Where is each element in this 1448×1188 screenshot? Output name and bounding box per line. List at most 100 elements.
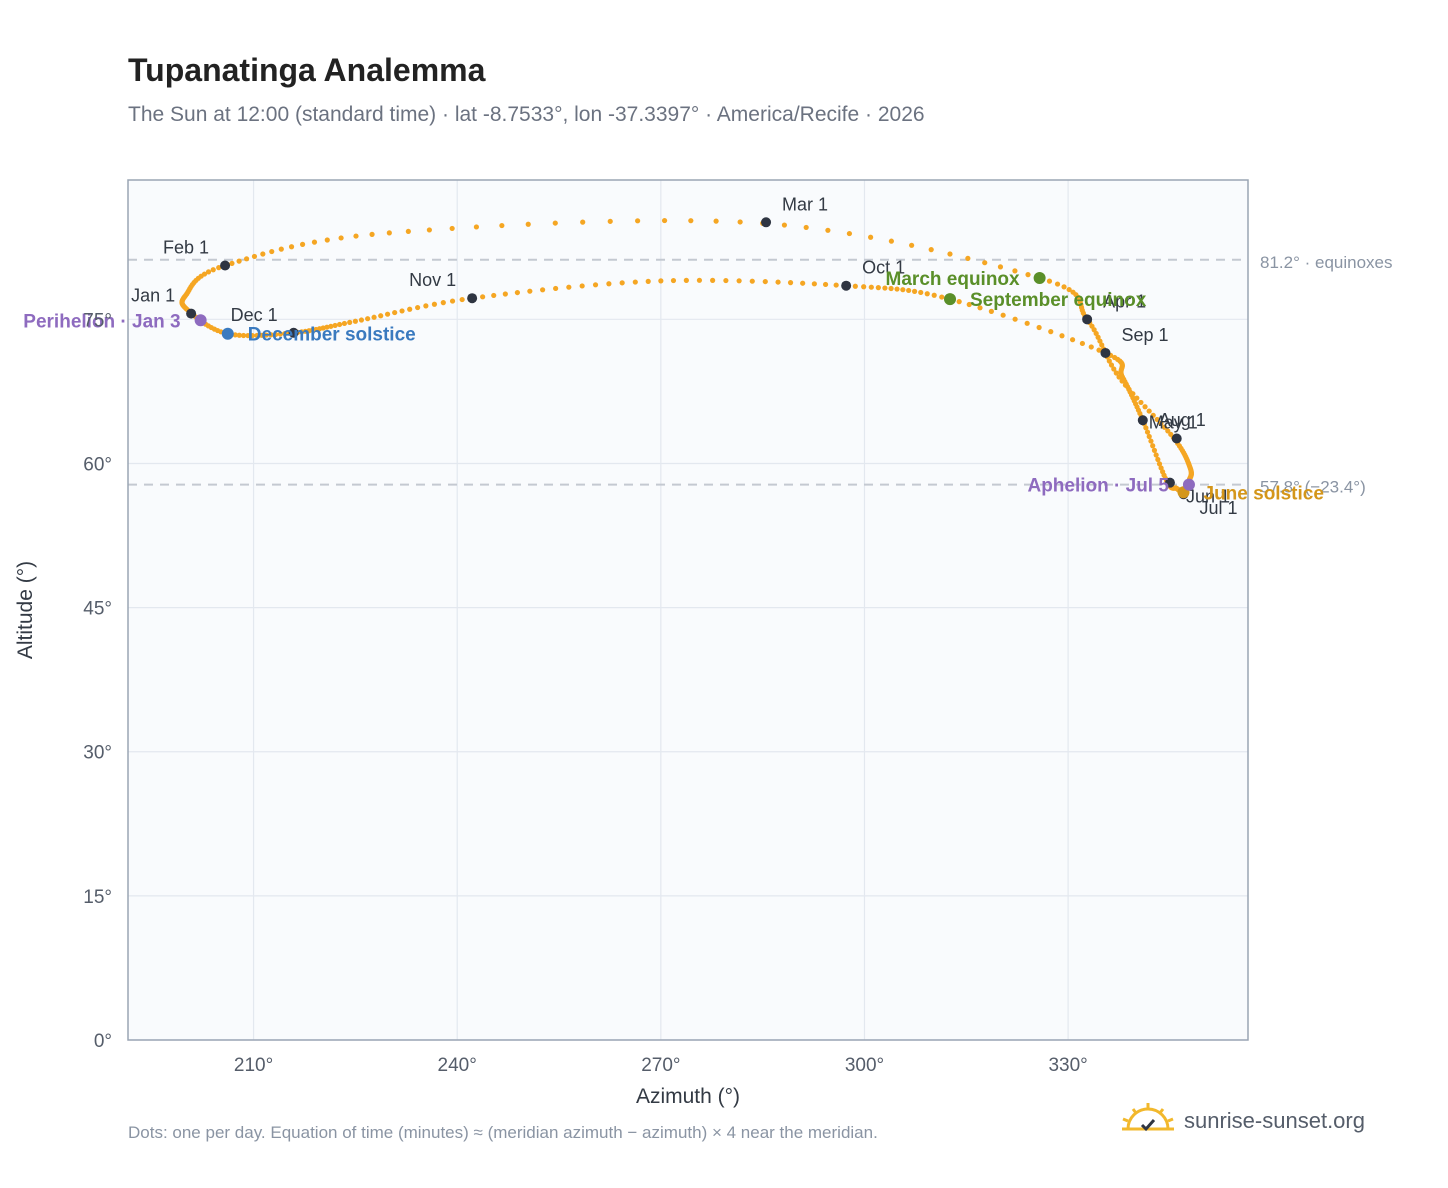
daily-dot <box>939 294 945 300</box>
daily-dot <box>268 332 274 338</box>
daily-dot <box>775 279 781 285</box>
daily-dot <box>619 280 625 286</box>
daily-dot <box>781 222 788 228</box>
daily-dot <box>1012 316 1018 322</box>
daily-dot <box>371 314 377 320</box>
daily-dot <box>386 230 392 236</box>
month-marker <box>288 327 299 338</box>
month-marker-label: May 1 <box>1149 412 1198 432</box>
daily-dot <box>1088 344 1094 350</box>
x-tick-label: 210° <box>234 1055 273 1076</box>
chart-subtitle: The Sun at 12:00 (standard time) · lat -… <box>128 103 925 126</box>
daily-dot <box>787 280 794 286</box>
brand-name: sunrise-sunset.org <box>1184 1107 1365 1133</box>
daily-dot <box>566 284 572 290</box>
brand[interactable]: sunrise-sunset.org <box>1120 1101 1365 1140</box>
month-marker <box>1164 477 1175 488</box>
y-tick-label: 15° <box>83 887 112 908</box>
daily-dot <box>749 278 755 284</box>
daily-dot <box>1061 284 1067 290</box>
daily-dot <box>1024 320 1030 326</box>
daily-dot <box>205 269 212 275</box>
daily-dot <box>369 231 375 237</box>
event-marker <box>944 293 957 306</box>
y-tick-label: 45° <box>83 599 112 620</box>
daily-dot <box>1158 465 1164 471</box>
daily-dot <box>1048 329 1054 335</box>
month-marker <box>1137 415 1148 426</box>
daily-dot <box>868 284 874 290</box>
daily-dot <box>405 228 411 235</box>
axis-ticks: 210° 240° 270° 300° 330° 0° 15° 30° 45° 60° 75° <box>83 310 1088 1076</box>
daily-dot <box>800 280 806 286</box>
daily-dot <box>956 299 962 305</box>
daily-dot <box>670 277 677 284</box>
x-tick-label: 240° <box>438 1055 477 1076</box>
daily-dot <box>833 282 839 288</box>
month-marker <box>186 308 197 319</box>
daily-dot <box>277 331 283 337</box>
daily-dot <box>1146 408 1152 414</box>
daily-dot <box>635 218 641 224</box>
event-marker-label: December solstice <box>248 325 416 346</box>
daily-dot <box>311 239 318 245</box>
daily-dot <box>328 323 334 329</box>
daily-dot <box>579 283 585 289</box>
daily-dot <box>1059 333 1065 339</box>
daily-dot <box>888 285 894 292</box>
daily-dot <box>299 329 305 335</box>
daily-dot <box>1165 428 1171 434</box>
daily-dot <box>894 286 900 292</box>
daily-dot <box>353 233 359 239</box>
daily-dot <box>868 234 874 240</box>
y-tick-label: 75° <box>83 310 112 331</box>
daily-dot <box>947 251 953 257</box>
month-marker-label: Jan 1 <box>131 286 175 306</box>
month-marker <box>1171 433 1182 444</box>
daily-dot <box>861 284 867 290</box>
y-axis-label: Altitude (°) <box>14 561 37 659</box>
daily-dot <box>1112 354 1118 361</box>
daily-dot <box>1000 312 1006 318</box>
daily-dot <box>1161 424 1168 430</box>
event-marker-label: Aphelion · Jul 5 <box>1027 476 1169 497</box>
plot-frame <box>127 179 1249 1041</box>
daily-dot <box>338 235 344 241</box>
daily-dot <box>822 281 829 288</box>
daily-dot <box>966 301 972 308</box>
daily-dot <box>459 296 465 303</box>
daily-dot <box>201 271 208 277</box>
daily-dot <box>243 256 250 262</box>
daily-dot <box>392 309 398 316</box>
daily-dot <box>254 332 260 339</box>
daily-dot <box>378 313 384 319</box>
x-axis-label: Azimuth (°) <box>636 1085 740 1108</box>
daily-dot <box>580 219 586 225</box>
daily-dot <box>803 224 809 231</box>
daily-dot <box>1096 347 1102 353</box>
event-marker-label: March equinox <box>886 269 1021 290</box>
daily-dot <box>710 277 716 283</box>
footnote: Dots: one per day. Equation of time (min… <box>128 1123 878 1142</box>
y-tick-label: 60° <box>83 454 112 475</box>
daily-dot <box>249 332 256 339</box>
daily-dot <box>288 244 295 250</box>
daily-dot <box>553 285 559 292</box>
daily-dot <box>1155 456 1161 463</box>
daily-dot <box>1069 337 1076 343</box>
daily-dot <box>882 285 888 291</box>
daily-dot <box>607 218 613 224</box>
daily-dot <box>384 311 391 317</box>
plot-background <box>128 180 1248 1040</box>
daily-dot <box>358 317 365 323</box>
reference-line-label: 57.8° (−23.4°) <box>1260 478 1366 497</box>
daily-dot <box>1025 272 1031 278</box>
daily-dot <box>1151 447 1158 453</box>
daily-dot <box>399 308 405 314</box>
reference-line-label: 81.2° · equinoxes <box>1260 253 1393 272</box>
daily-dot <box>1156 461 1163 467</box>
daily-dot <box>918 289 924 296</box>
month-marker-label: Dec 1 <box>231 305 278 325</box>
daily-dot <box>240 332 247 339</box>
daily-dot <box>723 277 729 284</box>
